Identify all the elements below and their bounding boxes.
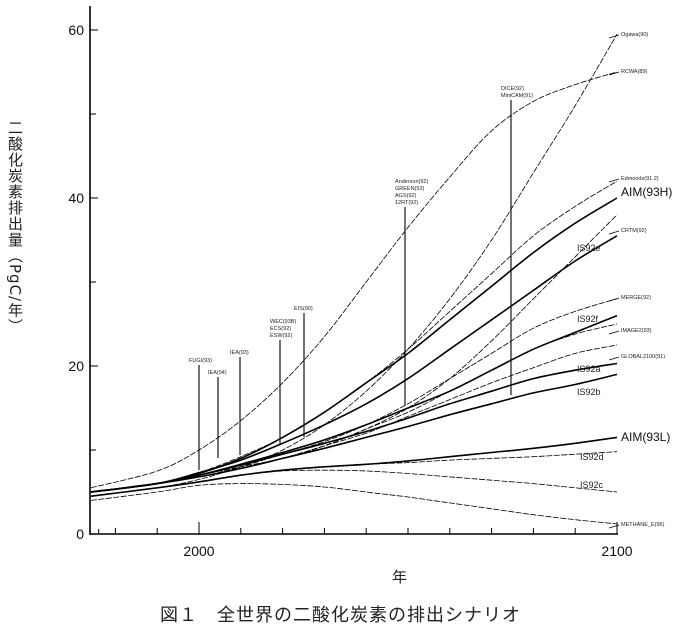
series-label: IS92e xyxy=(577,243,601,253)
callout-label: FUGI(93) xyxy=(189,358,212,364)
scenario-callouts: FUGI(93) IEA(94) IEA(93) WEC(93B)ECS(92)ESW… xyxy=(189,86,533,470)
callout-label: ESW(92) xyxy=(270,333,292,339)
series-label: AIM(93H) xyxy=(621,185,672,199)
series-label: MERGE(92) xyxy=(621,295,651,301)
label-leader xyxy=(608,524,620,529)
series-label: IS92c xyxy=(580,480,604,490)
series-label: AIM(93L) xyxy=(621,430,670,444)
callout-label: EIS(90) xyxy=(294,306,313,312)
y-tick-label: 60 xyxy=(68,22,84,38)
x-tick-label: 2000 xyxy=(183,543,214,559)
series-label: Edmonds(91.2) xyxy=(621,176,659,182)
y-axis-label: 二酸化炭素排出量（PgC/年） xyxy=(6,120,24,335)
series-line xyxy=(90,362,618,493)
series-line xyxy=(90,214,618,493)
series-line xyxy=(90,469,618,497)
series-label: IMAGE2(93) xyxy=(621,328,652,334)
callout-label: DICE(92) xyxy=(501,86,524,92)
callout-label: MiniCAM(91) xyxy=(501,93,533,99)
series-label: GLOBAL2100(91) xyxy=(621,354,665,360)
x-tick-label: 2100 xyxy=(601,543,632,559)
chart-axes: 0 20 40 60 2000 2100 xyxy=(68,6,633,559)
callout-label: WEC(93B) xyxy=(270,319,296,325)
x-axis-label: 年 xyxy=(392,568,408,586)
series-line xyxy=(90,436,618,497)
series-label: Ogawa(90) xyxy=(621,32,648,38)
callout-label: GREEN(92) xyxy=(395,186,425,192)
y-tick-label: 20 xyxy=(68,358,84,374)
series-line xyxy=(90,323,618,493)
series-label: METHANE_E(96) xyxy=(621,522,665,528)
series-line xyxy=(90,298,618,493)
label-leader xyxy=(608,178,620,183)
callout-label: IEA(93) xyxy=(230,350,249,356)
series-line xyxy=(90,483,618,525)
label-leader xyxy=(608,330,620,335)
label-leader xyxy=(608,71,620,76)
scenario-labels: Ogawa(90) RCWA(89) Edmonds(91.2) AIM(93H) IS… xyxy=(577,32,672,529)
callout-label: ECS(92) xyxy=(270,326,291,332)
callout-label: Anderson(92) xyxy=(395,179,428,185)
series-line xyxy=(90,235,618,493)
series-line xyxy=(90,344,618,493)
series-line xyxy=(90,451,618,497)
callout-label: 12RT(92) xyxy=(395,200,418,206)
series-label: IS92f xyxy=(577,314,599,324)
scenario-curves xyxy=(90,33,618,525)
label-leader xyxy=(608,356,620,361)
label-leader xyxy=(608,230,620,235)
series-label: RCWA(89) xyxy=(621,69,648,75)
series-line xyxy=(90,71,618,489)
y-tick-label: 40 xyxy=(68,190,84,206)
y-tick-label: 0 xyxy=(76,526,84,542)
series-label: IS92b xyxy=(577,387,601,397)
callout-label: IEA(94) xyxy=(208,370,227,376)
series-line xyxy=(90,33,618,497)
label-leader xyxy=(608,34,620,39)
series-label: IS92d xyxy=(580,452,604,462)
figure-caption: 図１ 全世界の二酸化炭素の排出シナリオ xyxy=(160,605,521,626)
series-line xyxy=(90,373,618,493)
callout-label: AGS(92) xyxy=(395,193,417,199)
series-label: IS92a xyxy=(577,364,601,374)
label-leader xyxy=(608,297,620,302)
series-line xyxy=(90,180,618,493)
series-label: CRTM(92) xyxy=(621,228,647,234)
